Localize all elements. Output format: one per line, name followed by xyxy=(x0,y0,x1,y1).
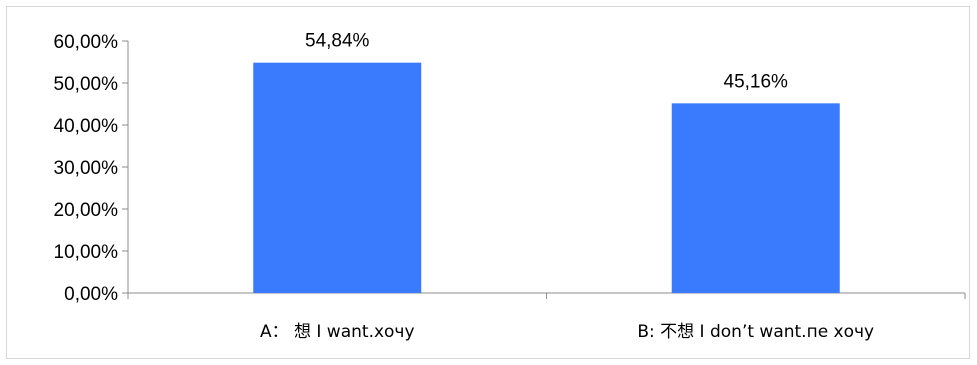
y-tick-label: 60,00% xyxy=(54,32,119,53)
labels: 54,84% A： 想 I want.хочу 45,16% B: 不想 I don’… xyxy=(260,31,874,342)
bar xyxy=(253,62,422,294)
y-tick-label: 10,00% xyxy=(54,242,119,263)
category-label: A： 想 I want.хочу xyxy=(260,322,415,342)
y-tick-label: 30,00% xyxy=(54,158,119,179)
bar xyxy=(671,103,840,293)
axes: 0,00% 10,00% 20,00% 30,00% 40,00% 50,00% 60,00… xyxy=(54,32,966,305)
y-tick-label: 20,00% xyxy=(54,200,119,221)
data-label: 54,84% xyxy=(305,31,370,52)
y-tick-label: 0,00% xyxy=(64,284,118,305)
data-label: 45,16% xyxy=(724,71,789,92)
y-tick-label: 50,00% xyxy=(54,74,119,95)
y-tick-label: 40,00% xyxy=(54,116,119,137)
category-label: B: 不想 I don’t want.пе хочу xyxy=(637,322,874,342)
bars xyxy=(253,62,840,294)
